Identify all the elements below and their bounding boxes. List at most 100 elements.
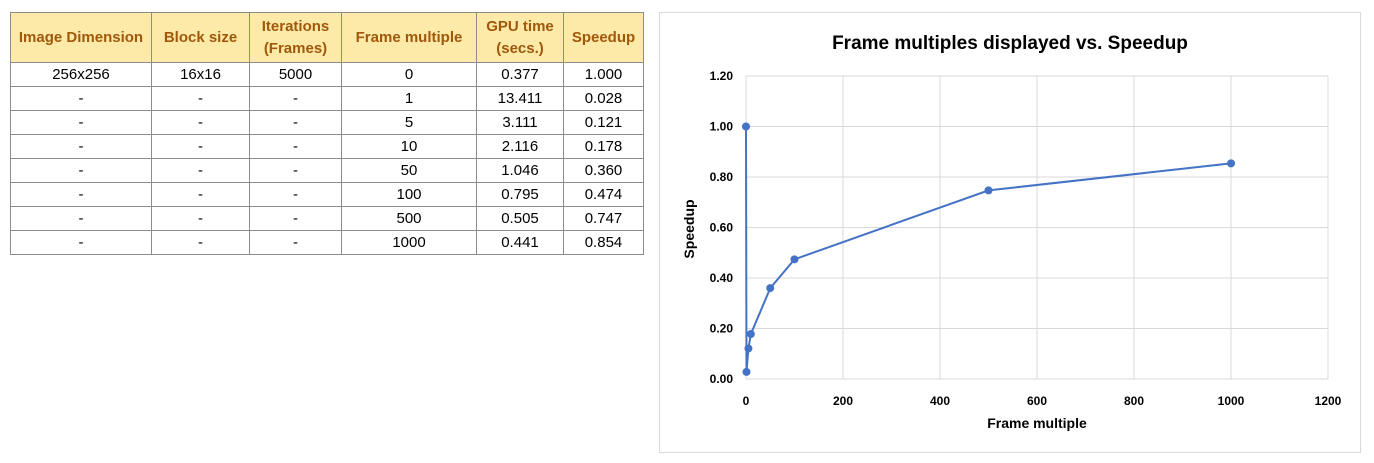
table-cell: 1 [341, 86, 477, 111]
table-row: - - -1000 0.441 0.854 [10, 230, 644, 255]
table-row: - - -10 2.116 0.178 [10, 134, 644, 159]
table-cell: - [151, 206, 250, 231]
table-cell: 50 [341, 158, 477, 183]
axis-ticks: 0.00 0.20 0.40 0.60 0.80 1.00 1.20 0 200 400 600 80… [710, 69, 1342, 408]
y-axis-title: Speedup [681, 199, 697, 258]
table-cell: - [10, 206, 152, 231]
table-cell: 0.505 [476, 206, 564, 231]
table-cell: 5000 [249, 62, 342, 87]
y-tick-label: 1.20 [710, 69, 734, 83]
chart-title: Frame multiples displayed vs. Speedup [832, 33, 1188, 54]
x-tick-label: 1000 [1218, 394, 1245, 408]
y-tick-label: 0.60 [710, 221, 734, 235]
table-cell: - [249, 182, 342, 207]
table-cell: 0.178 [563, 134, 644, 159]
table-cell: - [10, 158, 152, 183]
table-cell: 256x256 [10, 62, 152, 87]
table-cell: - [10, 134, 152, 159]
y-tick-label: 0.00 [710, 372, 734, 386]
data-point [742, 367, 751, 376]
column-header-text: (secs.) [496, 39, 544, 57]
table-row: - - -500 0.505 0.747 [10, 206, 644, 231]
table-header-row: Image Dimension Block size Iterations (Fram… [10, 12, 644, 63]
column-header-text: (Frames) [263, 39, 328, 57]
table-cell: 0.360 [563, 158, 644, 183]
x-tick-label: 600 [1027, 394, 1047, 408]
table-cell: - [151, 86, 250, 111]
grid-lines [745, 75, 1329, 380]
table-cell: 0.377 [476, 62, 564, 87]
series-line [745, 126, 1232, 373]
table-cell: - [249, 206, 342, 231]
table-cell: 100 [341, 182, 477, 207]
data-point [766, 284, 775, 293]
table-cell: 0.795 [476, 182, 564, 207]
column-header-text: Iterations [261, 17, 330, 35]
table-cell: 3.111 [476, 110, 564, 135]
table-cell: 0.854 [563, 230, 644, 255]
table-cell: - [10, 230, 152, 255]
data-point [746, 330, 755, 339]
data-point [744, 344, 753, 353]
column-header-text: GPU time [486, 17, 554, 35]
y-tick-label: 0.40 [710, 271, 734, 285]
column-header: Speedup [563, 12, 644, 63]
x-axis-title: Frame multiple [987, 415, 1087, 431]
table-row: - - -1 13.411 0.028 [10, 86, 644, 111]
table-cell: 1.046 [476, 158, 564, 183]
table-cell: - [151, 110, 250, 135]
x-tick-label: 0 [743, 394, 750, 408]
table-cell: 1.000 [563, 62, 644, 87]
table-cell: 0.747 [563, 206, 644, 231]
y-tick-label: 1.00 [710, 120, 734, 134]
table-row: - - -100 0.795 0.474 [10, 182, 644, 207]
table-cell: 0.441 [476, 230, 564, 255]
table-cell: 1000 [341, 230, 477, 255]
x-tick-label: 400 [930, 394, 950, 408]
table-body: 256x256 16x16 5000 0 0.377 1.000- - -1 13.411 0.0… [10, 62, 644, 255]
table-cell: - [249, 158, 342, 183]
x-tick-label: 800 [1124, 394, 1144, 408]
results-table: Image Dimension Block size Iterations (Fram… [10, 12, 644, 255]
data-point [742, 122, 750, 131]
table-cell: 500 [341, 206, 477, 231]
table-cell: - [151, 158, 250, 183]
column-header: Image Dimension [10, 12, 152, 63]
table-cell: 0.121 [563, 110, 644, 135]
table-cell: 5 [341, 110, 477, 135]
table-cell: 0.474 [563, 182, 644, 207]
column-header: Frame multiple [341, 12, 477, 63]
column-header-text: Block size [163, 28, 238, 46]
column-header-text: Speedup [571, 28, 636, 46]
chart-area: Frame multiples displayed vs. Speedup 0.… [659, 12, 1361, 453]
speedup-chart: Frame multiples displayed vs. Speedup 0.… [681, 33, 1342, 431]
table-cell: - [151, 134, 250, 159]
table-cell: - [249, 86, 342, 111]
column-header: GPU time (secs.) [476, 12, 564, 63]
column-header: Block size [151, 12, 250, 63]
table-cell: - [151, 182, 250, 207]
table-cell: 0 [341, 62, 477, 87]
table-row: 256x256 16x16 5000 0 0.377 1.000 [10, 62, 644, 87]
column-header-text: Frame multiple [355, 28, 463, 46]
x-tick-label: 1200 [1315, 394, 1342, 408]
table-row: - - -50 1.046 0.360 [10, 158, 644, 183]
table-cell: 2.116 [476, 134, 564, 159]
table-cell: - [249, 230, 342, 255]
table-cell: - [10, 110, 152, 135]
data-point [1227, 159, 1235, 168]
table-row: - - -5 3.111 0.121 [10, 110, 644, 135]
table-cell: 0.028 [563, 86, 644, 111]
y-tick-label: 0.20 [710, 322, 734, 336]
table-cell: - [249, 110, 342, 135]
table-cell: - [249, 134, 342, 159]
column-header-text: Image Dimension [18, 28, 144, 46]
table-cell: - [10, 86, 152, 111]
table-cell: 13.411 [476, 86, 564, 111]
data-point [790, 255, 799, 264]
y-tick-label: 0.80 [710, 170, 734, 184]
table-cell: - [151, 230, 250, 255]
data-points [742, 122, 1235, 376]
column-header: Iterations (Frames) [249, 12, 342, 63]
table-cell: - [10, 182, 152, 207]
